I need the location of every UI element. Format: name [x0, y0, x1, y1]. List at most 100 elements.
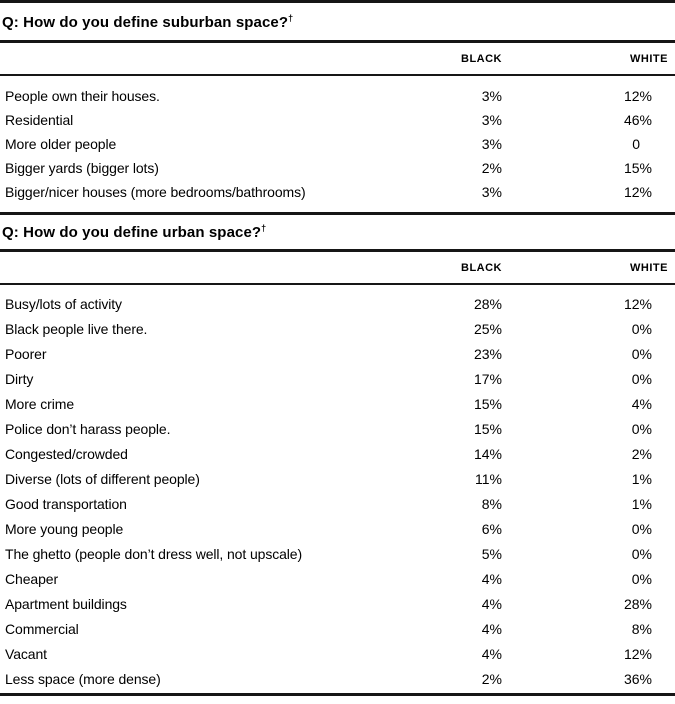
footnote-dagger-mark: †	[288, 13, 294, 23]
row-label: Congested/crowded	[5, 445, 128, 462]
table-row: Vacant 4% 12%	[0, 641, 675, 666]
white-percentage-value: 15%	[623, 160, 652, 176]
column-header-black: BLACK	[461, 52, 502, 65]
white-percentage-value: 12%	[623, 184, 652, 200]
black-percentage-value: 6%	[481, 520, 502, 537]
footnote-dagger-mark: †	[261, 223, 267, 233]
black-percentage-value: 4%	[481, 595, 502, 612]
white-percentage-value: 0%	[631, 345, 652, 362]
black-percentage-value: 2%	[481, 160, 502, 176]
black-percentage-value: 5%	[481, 545, 502, 562]
row-label: People own their houses.	[5, 88, 160, 104]
table-row: The ghetto (people don’t dress well, not…	[0, 541, 675, 566]
row-label: More older people	[5, 136, 117, 152]
table-row: More older people 3% 0	[0, 132, 675, 156]
table-body-suburban: People own their houses. 3% 12% Residential…	[0, 76, 675, 212]
black-percentage-value: 3%	[481, 112, 502, 128]
row-label: Police don’t harass people.	[5, 420, 171, 437]
table-row: Police don’t harass people. 15% 0%	[0, 416, 675, 441]
column-header-white: WHITE	[630, 261, 668, 274]
table-row: Busy/lots of activity 28% 12%	[0, 291, 675, 316]
row-label: More young people	[5, 520, 124, 537]
column-header-black: BLACK	[461, 261, 502, 274]
white-percentage-value: 8%	[631, 620, 652, 637]
table-row: Bigger/nicer houses (more bedrooms/bathr…	[0, 180, 675, 204]
question-divider-rule	[0, 40, 675, 43]
question-urban: Q: How do you define urban space?†	[0, 215, 675, 249]
white-percentage-value: 0%	[631, 370, 652, 387]
table-row: Poorer 23% 0%	[0, 341, 675, 366]
black-percentage-value: 11%	[475, 470, 502, 487]
black-percentage-value: 3%	[481, 184, 502, 200]
table-row: People own their houses. 3% 12%	[0, 84, 675, 108]
black-percentage-value: 17%	[473, 370, 502, 387]
table-row: More young people 6% 0%	[0, 516, 675, 541]
black-percentage-value: 4%	[481, 645, 502, 662]
black-percentage-value: 4%	[481, 570, 502, 587]
question-suburban-text: Q: How do you define suburban space?	[2, 14, 289, 31]
table-body-urban: Busy/lots of activity 28% 12% Black people …	[0, 285, 675, 693]
row-label: Poorer	[5, 345, 47, 362]
row-label: Busy/lots of activity	[5, 295, 122, 312]
black-percentage-value: 15%	[473, 395, 502, 412]
row-label: Commercial	[5, 620, 79, 637]
black-percentage-value: 15%	[473, 420, 502, 437]
section-suburban-space: Q: How do you define suburban space?† BL…	[0, 0, 675, 212]
white-percentage-value: 0%	[631, 420, 652, 437]
table-row: Residential 3% 46%	[0, 108, 675, 132]
section-urban-space: Q: How do you define urban space?† BLACK…	[0, 212, 675, 696]
black-percentage-value: 25%	[473, 320, 502, 337]
black-percentage-value: 2%	[481, 670, 502, 687]
row-label: Apartment buildings	[5, 595, 127, 612]
row-label: Bigger yards (bigger lots)	[5, 160, 159, 176]
table-row: Apartment buildings 4% 28%	[0, 591, 675, 616]
black-percentage-value: 28%	[473, 295, 502, 312]
white-percentage-value: 28%	[623, 595, 652, 612]
white-percentage-value: 2%	[631, 445, 652, 462]
black-percentage-value: 4%	[481, 620, 502, 637]
white-percentage-value: 36%	[623, 670, 652, 687]
header-divider-rule	[0, 283, 675, 285]
row-label: Good transportation	[5, 495, 127, 512]
white-percentage-value: 4%	[631, 395, 652, 412]
table-row: Commercial 4% 8%	[0, 616, 675, 641]
white-percentage-value: 46%	[623, 112, 652, 128]
row-label: Diverse (lots of different people)	[5, 470, 200, 487]
black-percentage-value: 14%	[473, 445, 502, 462]
row-label: Bigger/nicer houses (more bedrooms/bathr…	[5, 184, 306, 200]
row-label: More crime	[5, 395, 75, 412]
white-percentage-value: 1%	[631, 495, 652, 512]
header-divider-rule	[0, 74, 675, 76]
table-row: Less space (more dense) 2% 36%	[0, 666, 675, 691]
white-percentage-value: 0%	[631, 545, 652, 562]
question-urban-text: Q: How do you define urban space?	[2, 224, 262, 241]
table-row: Congested/crowded 14% 2%	[0, 441, 675, 466]
white-percentage-value: 0%	[631, 520, 652, 537]
white-percentage-value: 12%	[623, 645, 652, 662]
white-percentage-value: 1%	[631, 470, 652, 487]
row-label: Black people live there.	[5, 320, 148, 337]
table-row: Bigger yards (bigger lots) 2% 15%	[0, 156, 675, 180]
table-row: Good transportation 8% 1%	[0, 491, 675, 516]
column-header-white: WHITE	[630, 52, 668, 65]
table-row: Diverse (lots of different people) 11% 1%	[0, 466, 675, 491]
white-percentage-value: 0%	[631, 570, 652, 587]
row-label: Cheaper	[5, 570, 59, 587]
column-header-row: BLACK WHITE	[0, 252, 675, 283]
table-row: More crime 15% 4%	[0, 391, 675, 416]
black-percentage-value: 23%	[473, 345, 502, 362]
row-label: Residential	[5, 112, 74, 128]
black-percentage-value: 3%	[481, 88, 502, 104]
table-row: Black people live there. 25% 0%	[0, 316, 675, 341]
white-percentage-value: 12%	[623, 295, 652, 312]
table-row: Dirty 17% 0%	[0, 366, 675, 391]
black-percentage-value: 8%	[481, 495, 502, 512]
top-rule	[0, 0, 675, 3]
white-percentage-value: 0%	[631, 320, 652, 337]
question-divider-rule	[0, 249, 675, 252]
table-row: Cheaper 4% 0%	[0, 566, 675, 591]
white-percentage-value: 0	[632, 136, 640, 152]
row-label: Dirty	[5, 370, 34, 387]
white-percentage-value: 12%	[623, 88, 652, 104]
